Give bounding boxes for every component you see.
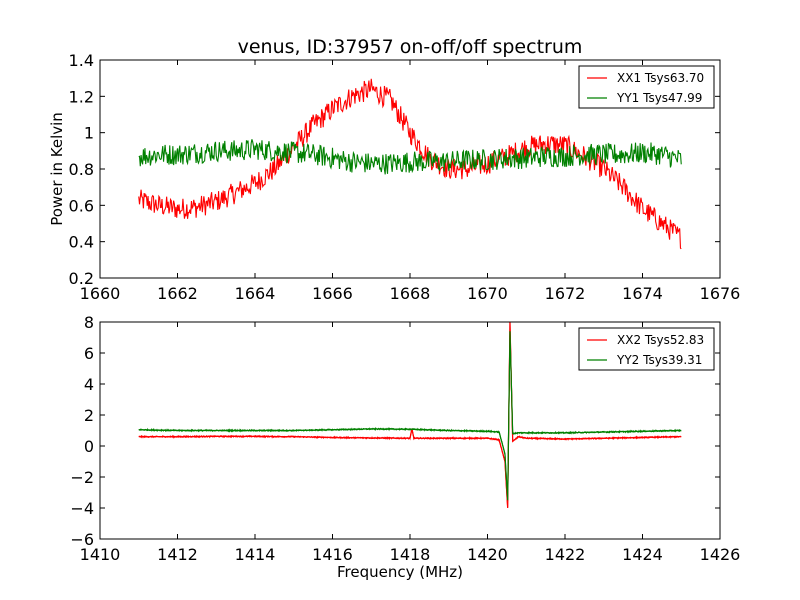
x-tick-label: 1410	[80, 545, 121, 564]
x-tick-label: 1674	[622, 284, 663, 303]
legend: XX2 Tsys52.83 YY2 Tsys39.31	[578, 327, 715, 371]
y-tick-label: −6	[70, 530, 94, 549]
x-tick-label: 1412	[157, 545, 198, 564]
figure-title: venus, ID:37957 on-off/off spectrum	[238, 36, 583, 58]
chart-2: 1410 1412 1414 1416 1418 1420 1422 1424 1426 −6 −4…	[70, 313, 740, 581]
legend-box	[578, 327, 715, 371]
x-tick-label: 1664	[235, 284, 276, 303]
x-tick-label: 1668	[390, 284, 431, 303]
x-tick-label: 1424	[622, 545, 663, 564]
y-tick-label: 6	[84, 344, 94, 363]
x-tick-label: 1672	[545, 284, 586, 303]
x-tick-label: 1426	[700, 545, 741, 564]
y-tick-label: 2	[84, 406, 94, 425]
y-tick-label: 4	[84, 375, 94, 394]
x-tick-label: 1420	[467, 545, 508, 564]
plots: 1660 1662 1664 1666 1668 1670 1672 1674 1676 0.2 0…	[48, 51, 740, 581]
y-tick-label: 0.6	[69, 196, 94, 215]
series-line-2	[138, 139, 682, 175]
y-tick-label: −2	[70, 468, 94, 487]
series-line-1	[138, 78, 682, 250]
series-peak-2	[138, 331, 682, 501]
legend-label-2: YY2 Tsys39.31	[616, 353, 702, 367]
x-tick-label: 1414	[235, 545, 276, 564]
y-axis-label: Power in Kelvin	[48, 112, 66, 226]
x-axis-label: Frequency (MHz)	[337, 563, 463, 581]
y-tick-label: 1.4	[69, 51, 94, 70]
legend-box	[578, 65, 715, 109]
x-tick-label: 1660	[80, 284, 121, 303]
x-tick-label: 1676	[700, 284, 741, 303]
x-tick-label: 1416	[312, 545, 353, 564]
y-tick-label: 0.4	[69, 233, 94, 252]
x-tick-label: 1666	[312, 284, 353, 303]
legend-label-2: YY1 Tsys47.99	[616, 91, 702, 105]
y-tick-label: 1	[84, 124, 94, 143]
y-tick-label: 0.8	[69, 160, 94, 179]
y-tick-label: 0.2	[69, 269, 94, 288]
x-tick-label: 1662	[157, 284, 198, 303]
x-tick-label: 1418	[390, 545, 431, 564]
x-tick-label: 1422	[545, 545, 586, 564]
legend: XX1 Tsys63.70 YY1 Tsys47.99	[578, 65, 715, 109]
y-tick-label: 1.2	[69, 87, 94, 106]
series-peak-1	[138, 322, 682, 509]
legend-label-1: XX2 Tsys52.83	[617, 333, 704, 347]
y-tick-label: 8	[84, 313, 94, 332]
chart-1: 1660 1662 1664 1666 1668 1670 1672 1674 1676 0.2 0…	[48, 51, 740, 303]
y-tick-label: −4	[70, 499, 94, 518]
y-tick-label: 0	[84, 437, 94, 456]
legend-label-1: XX1 Tsys63.70	[617, 71, 704, 85]
x-tick-label: 1670	[467, 284, 508, 303]
